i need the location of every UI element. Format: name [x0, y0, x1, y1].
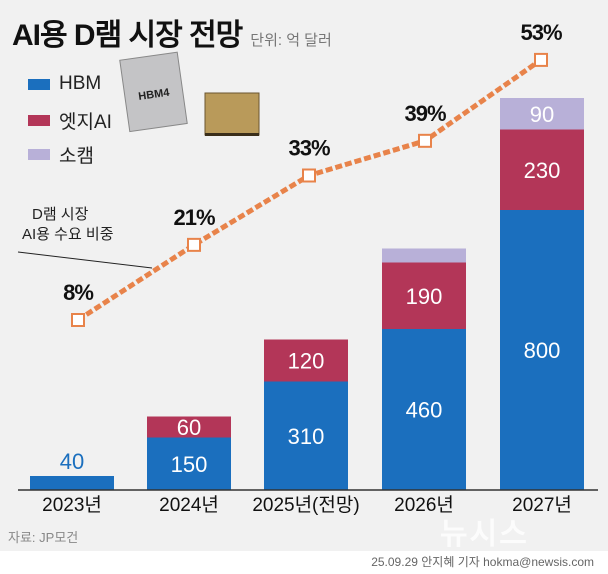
legend-item-hbm: HBM: [28, 73, 101, 95]
bar-엣지AI-2: [264, 339, 348, 382]
legend-item-edge-ai: 엣지AI: [28, 107, 112, 134]
legend-item-socamm: 소캠: [28, 141, 94, 168]
x-tick-label: 2024년: [159, 494, 219, 516]
line-marker: [71, 313, 85, 327]
chart-title: AI용 D램 시장 전망: [12, 19, 243, 52]
bar-HBM-1: [147, 437, 231, 490]
bar-엣지AI-3: [382, 262, 466, 329]
bar-value-label: 90: [530, 102, 554, 127]
bar-소캠-4: [500, 98, 584, 130]
line-marker: [187, 237, 201, 252]
annotation-line1: D램 시장: [32, 206, 89, 223]
legend-swatch: [28, 115, 50, 126]
bar-value-label: 800: [524, 338, 561, 363]
bar-소캠-3: [382, 248, 466, 263]
bar-HBM-2: [264, 381, 348, 490]
line-value-label: 33%: [288, 136, 329, 161]
bar-HBM-4: [500, 210, 584, 490]
line-value-label: 21%: [173, 205, 214, 230]
bar-엣지AI-1: [147, 416, 231, 438]
header: AI용 D램 시장 전망 단위: 억 달러: [12, 10, 332, 54]
annotation-leader-line: [17, 251, 153, 269]
line-marker: [418, 133, 432, 148]
annotation-line2: AI용 수요 비중: [22, 226, 114, 243]
line-marker: [534, 52, 548, 67]
bar-HBM-3: [382, 329, 466, 490]
legend-label: 엣지AI: [59, 112, 112, 133]
bar-value-label: 310: [288, 424, 325, 449]
source: 자료: JP모건: [8, 530, 79, 545]
line-series: [76, 57, 543, 323]
x-tick-label: 2026년: [394, 494, 454, 516]
legend-swatch: [28, 149, 50, 160]
bar-value-label: 190: [406, 284, 443, 309]
line-value-label: 39%: [404, 101, 445, 126]
line-marker: [302, 168, 316, 183]
bar-value-label: 460: [406, 398, 443, 423]
edge-chip-image: [204, 92, 260, 136]
legend-swatch: [28, 78, 50, 90]
bar-엣지AI-4: [500, 129, 584, 210]
line-value-label: 53%: [520, 20, 561, 45]
watermark: 뉴시스: [440, 518, 529, 551]
svg-text:HBM4: HBM4: [138, 87, 171, 103]
bar-value-label: 60: [177, 415, 201, 440]
x-tick-label: 2027년: [512, 494, 572, 516]
bar-value-label: 40: [60, 449, 84, 474]
unit-label: 단위: 억 달러: [250, 32, 332, 49]
credit: 25.09.29 안지혜 기자 hokma@newsis.com: [371, 555, 594, 569]
line-value-label: 8%: [63, 280, 93, 305]
bar-value-label: 120: [288, 349, 325, 374]
legend-label: 소캠: [59, 146, 94, 167]
line-annotation: D램 시장 AI용 수요 비중: [22, 205, 114, 245]
bar-HBM-0: [30, 476, 114, 490]
x-tick-label: 2025년(전망): [252, 494, 359, 516]
hbm4-chip-image: HBM4: [119, 51, 188, 133]
x-tick-label: 2023년: [42, 494, 102, 516]
legend-label: HBM: [59, 73, 102, 94]
bar-value-label: 230: [524, 158, 561, 183]
bar-value-label: 150: [171, 452, 208, 477]
